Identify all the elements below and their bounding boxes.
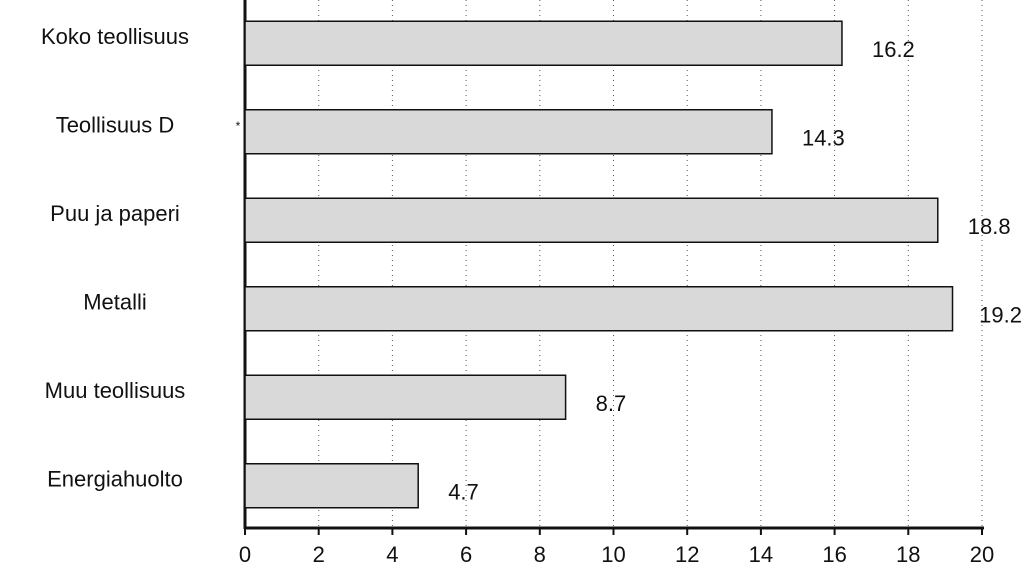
x-tick-label: 8 [534,542,546,567]
x-tick-label: 4 [386,542,398,567]
x-tick-label: 16 [822,542,846,567]
bar [244,463,419,509]
value-label: 18.8 [968,214,1011,239]
value-label: 19.2 [979,303,1022,328]
y-tick-label: Energiahuolto [47,467,183,492]
x-tick-label: 18 [896,542,920,567]
bar [244,374,567,420]
y-tick-label: Teollisuus D [56,113,175,138]
x-tick-label: 10 [601,542,625,567]
y-tick-label: Puu ja paperi [50,201,180,226]
x-tick-label: 12 [675,542,699,567]
x-tick-label: 0 [239,542,251,567]
y-tick-label: Metalli [83,290,147,315]
y-tick-label: Koko teollisuus [41,24,189,49]
bar [244,286,954,332]
x-tick-label: 6 [460,542,472,567]
value-label: 8.7 [596,391,627,416]
bar [244,197,939,243]
bar [244,109,773,155]
x-tick-label: 14 [749,542,773,567]
x-tick-label: 2 [313,542,325,567]
bar [244,20,843,66]
x-tick-label: 20 [970,542,994,567]
annotation: * [236,119,241,133]
value-label: 4.7 [448,480,479,505]
value-label: 16.2 [872,37,915,62]
y-tick-label: Muu teollisuus [45,378,186,403]
value-label: 14.3 [802,126,845,151]
